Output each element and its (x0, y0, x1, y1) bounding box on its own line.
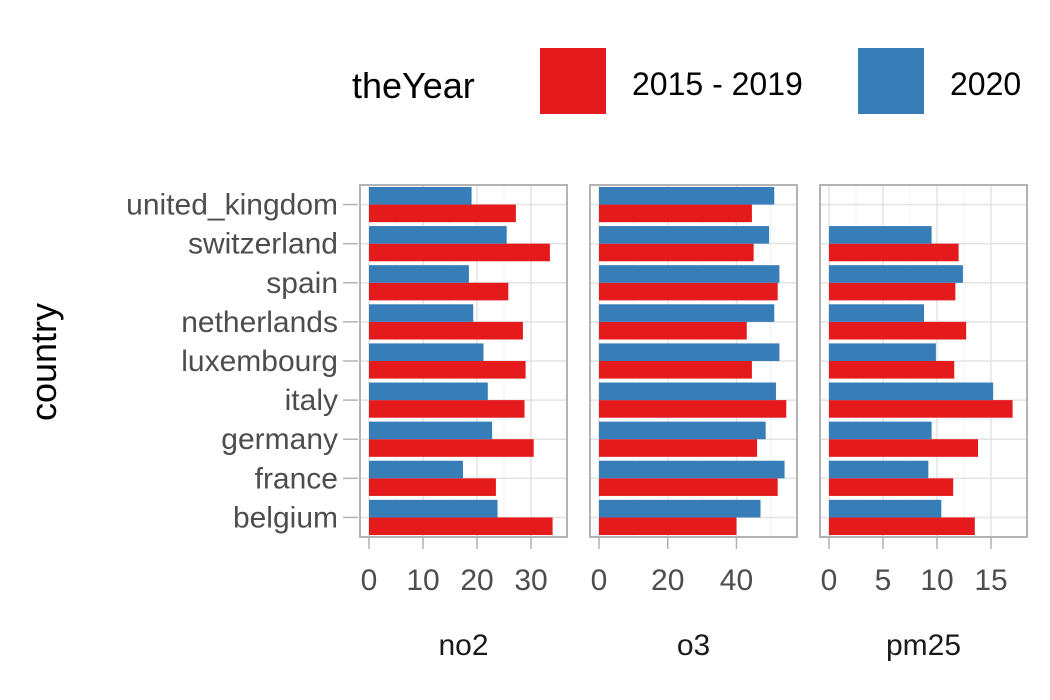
panel-border (589, 184, 798, 538)
bar-pm25-germany-2015-2019 (829, 439, 979, 457)
bar-pm25-netherlands-2015-2019 (829, 321, 967, 340)
bar-no2-spain-2020 (369, 265, 469, 283)
y-axis-labels: belgium france germany italy luxembourg nethe… (126, 189, 358, 534)
bar-no2-italy-2020 (369, 382, 488, 401)
bar-pm25-italy-2015-2019 (829, 400, 1013, 418)
panel-o3: 0 20 40 o3 (589, 184, 798, 662)
legend: theYear 2015 - 2019 2020 (352, 48, 1021, 114)
bar-no2-netherlands-2020 (369, 304, 474, 322)
y-tick-label-italy: italy (285, 384, 338, 417)
x-tick-label: 0 (821, 564, 838, 597)
bar-pm25-spain-2020 (829, 265, 963, 283)
legend-label-2015-2019: 2015 - 2019 (632, 66, 803, 102)
y-tick-label-united-kingdom: united_kingdom (126, 189, 338, 222)
bar-pm25-belgium-2020 (829, 499, 942, 518)
legend-label-2020: 2020 (950, 66, 1021, 102)
bar-pm25-france-2015-2019 (829, 478, 954, 496)
bar-o3-germany-2015-2019 (599, 439, 758, 457)
bar-no2-belgium-2020 (369, 499, 498, 518)
x-tick-label: 20 (651, 564, 684, 597)
bar-o3-france-2020 (599, 460, 785, 479)
panel-pm25: 0 5 10 15 pm25 (819, 184, 1028, 662)
y-tick-label-switzerland: switzerland (188, 228, 338, 261)
facet-panels: 0 10 20 30 no2 0 20 40 o3 0 5 10 15 pm25 (359, 184, 1028, 662)
bar-o3-france-2015-2019 (599, 478, 778, 496)
bar-no2-france-2015-2019 (369, 478, 496, 496)
bar-no2-germany-2015-2019 (369, 439, 534, 457)
bar-pm25-switzerland-2015-2019 (829, 243, 959, 262)
bar-o3-belgium-2015-2019 (599, 517, 737, 536)
panel-no2: 0 10 20 30 no2 (359, 184, 568, 662)
x-tick-label: 10 (920, 564, 953, 597)
bar-o3-luxembourg-2015-2019 (599, 361, 752, 379)
bar-o3-italy-2020 (599, 382, 776, 401)
bar-o3-united-kingdom-2020 (599, 186, 775, 205)
y-tick-label-netherlands: netherlands (181, 306, 338, 339)
bar-pm25-belgium-2015-2019 (829, 517, 975, 536)
bar-pm25-germany-2020 (829, 421, 932, 440)
x-tick-label: 15 (974, 564, 1007, 597)
legend-title: theYear (352, 65, 475, 106)
strip-label-pm25: pm25 (886, 629, 961, 662)
bar-pm25-luxembourg-2015-2019 (829, 361, 955, 379)
bar-no2-united-kingdom-2020 (369, 186, 472, 205)
bar-no2-netherlands-2015-2019 (369, 321, 523, 340)
bar-pm25-luxembourg-2020 (829, 343, 936, 361)
bar-no2-belgium-2015-2019 (369, 517, 553, 536)
panel-border (359, 184, 568, 538)
bar-o3-italy-2015-2019 (599, 400, 787, 418)
bar-no2-italy-2015-2019 (369, 400, 525, 418)
bar-no2-switzerland-2015-2019 (369, 243, 550, 262)
y-axis-title: country (23, 303, 64, 421)
bar-no2-france-2020 (369, 460, 463, 479)
y-tick-label-germany: germany (221, 423, 338, 456)
x-tick-label: 10 (406, 564, 439, 597)
y-tick-label-belgium: belgium (233, 501, 338, 534)
bar-pm25-netherlands-2020 (829, 304, 925, 322)
y-tick-label-france: france (255, 462, 338, 495)
bar-o3-netherlands-2015-2019 (599, 321, 747, 340)
bar-o3-switzerland-2020 (599, 226, 770, 244)
bar-no2-luxembourg-2020 (369, 343, 484, 361)
panel-border (819, 184, 1028, 538)
bar-pm25-italy-2020 (829, 382, 994, 401)
bar-o3-luxembourg-2020 (599, 343, 780, 361)
bar-o3-belgium-2020 (599, 499, 761, 518)
bar-no2-spain-2015-2019 (369, 282, 509, 301)
x-tick-label: 20 (460, 564, 493, 597)
bar-pm25-spain-2015-2019 (829, 282, 956, 301)
bar-o3-switzerland-2015-2019 (599, 243, 754, 262)
x-tick-label: 40 (720, 564, 753, 597)
bar-pm25-france-2020 (829, 460, 929, 479)
y-tick-label-spain: spain (266, 267, 338, 300)
bar-o3-netherlands-2020 (599, 304, 775, 322)
bar-o3-spain-2020 (599, 265, 780, 283)
x-tick-label: 5 (875, 564, 892, 597)
legend-swatch-2015-2019 (540, 48, 606, 114)
bar-o3-spain-2015-2019 (599, 282, 778, 301)
bar-no2-germany-2020 (369, 421, 493, 440)
strip-label-no2: no2 (438, 629, 488, 662)
legend-swatch-2020 (858, 48, 924, 114)
x-tick-label: 0 (361, 564, 378, 597)
bar-pm25-switzerland-2020 (829, 226, 932, 244)
x-tick-label: 30 (514, 564, 547, 597)
bar-o3-germany-2020 (599, 421, 766, 440)
bar-no2-united-kingdom-2015-2019 (369, 204, 516, 223)
bar-no2-switzerland-2020 (369, 226, 507, 244)
bar-o3-united-kingdom-2015-2019 (599, 204, 752, 223)
x-tick-label: 0 (591, 564, 608, 597)
strip-label-o3: o3 (677, 629, 710, 662)
bar-no2-luxembourg-2015-2019 (369, 361, 526, 379)
y-tick-label-luxembourg: luxembourg (181, 345, 338, 378)
